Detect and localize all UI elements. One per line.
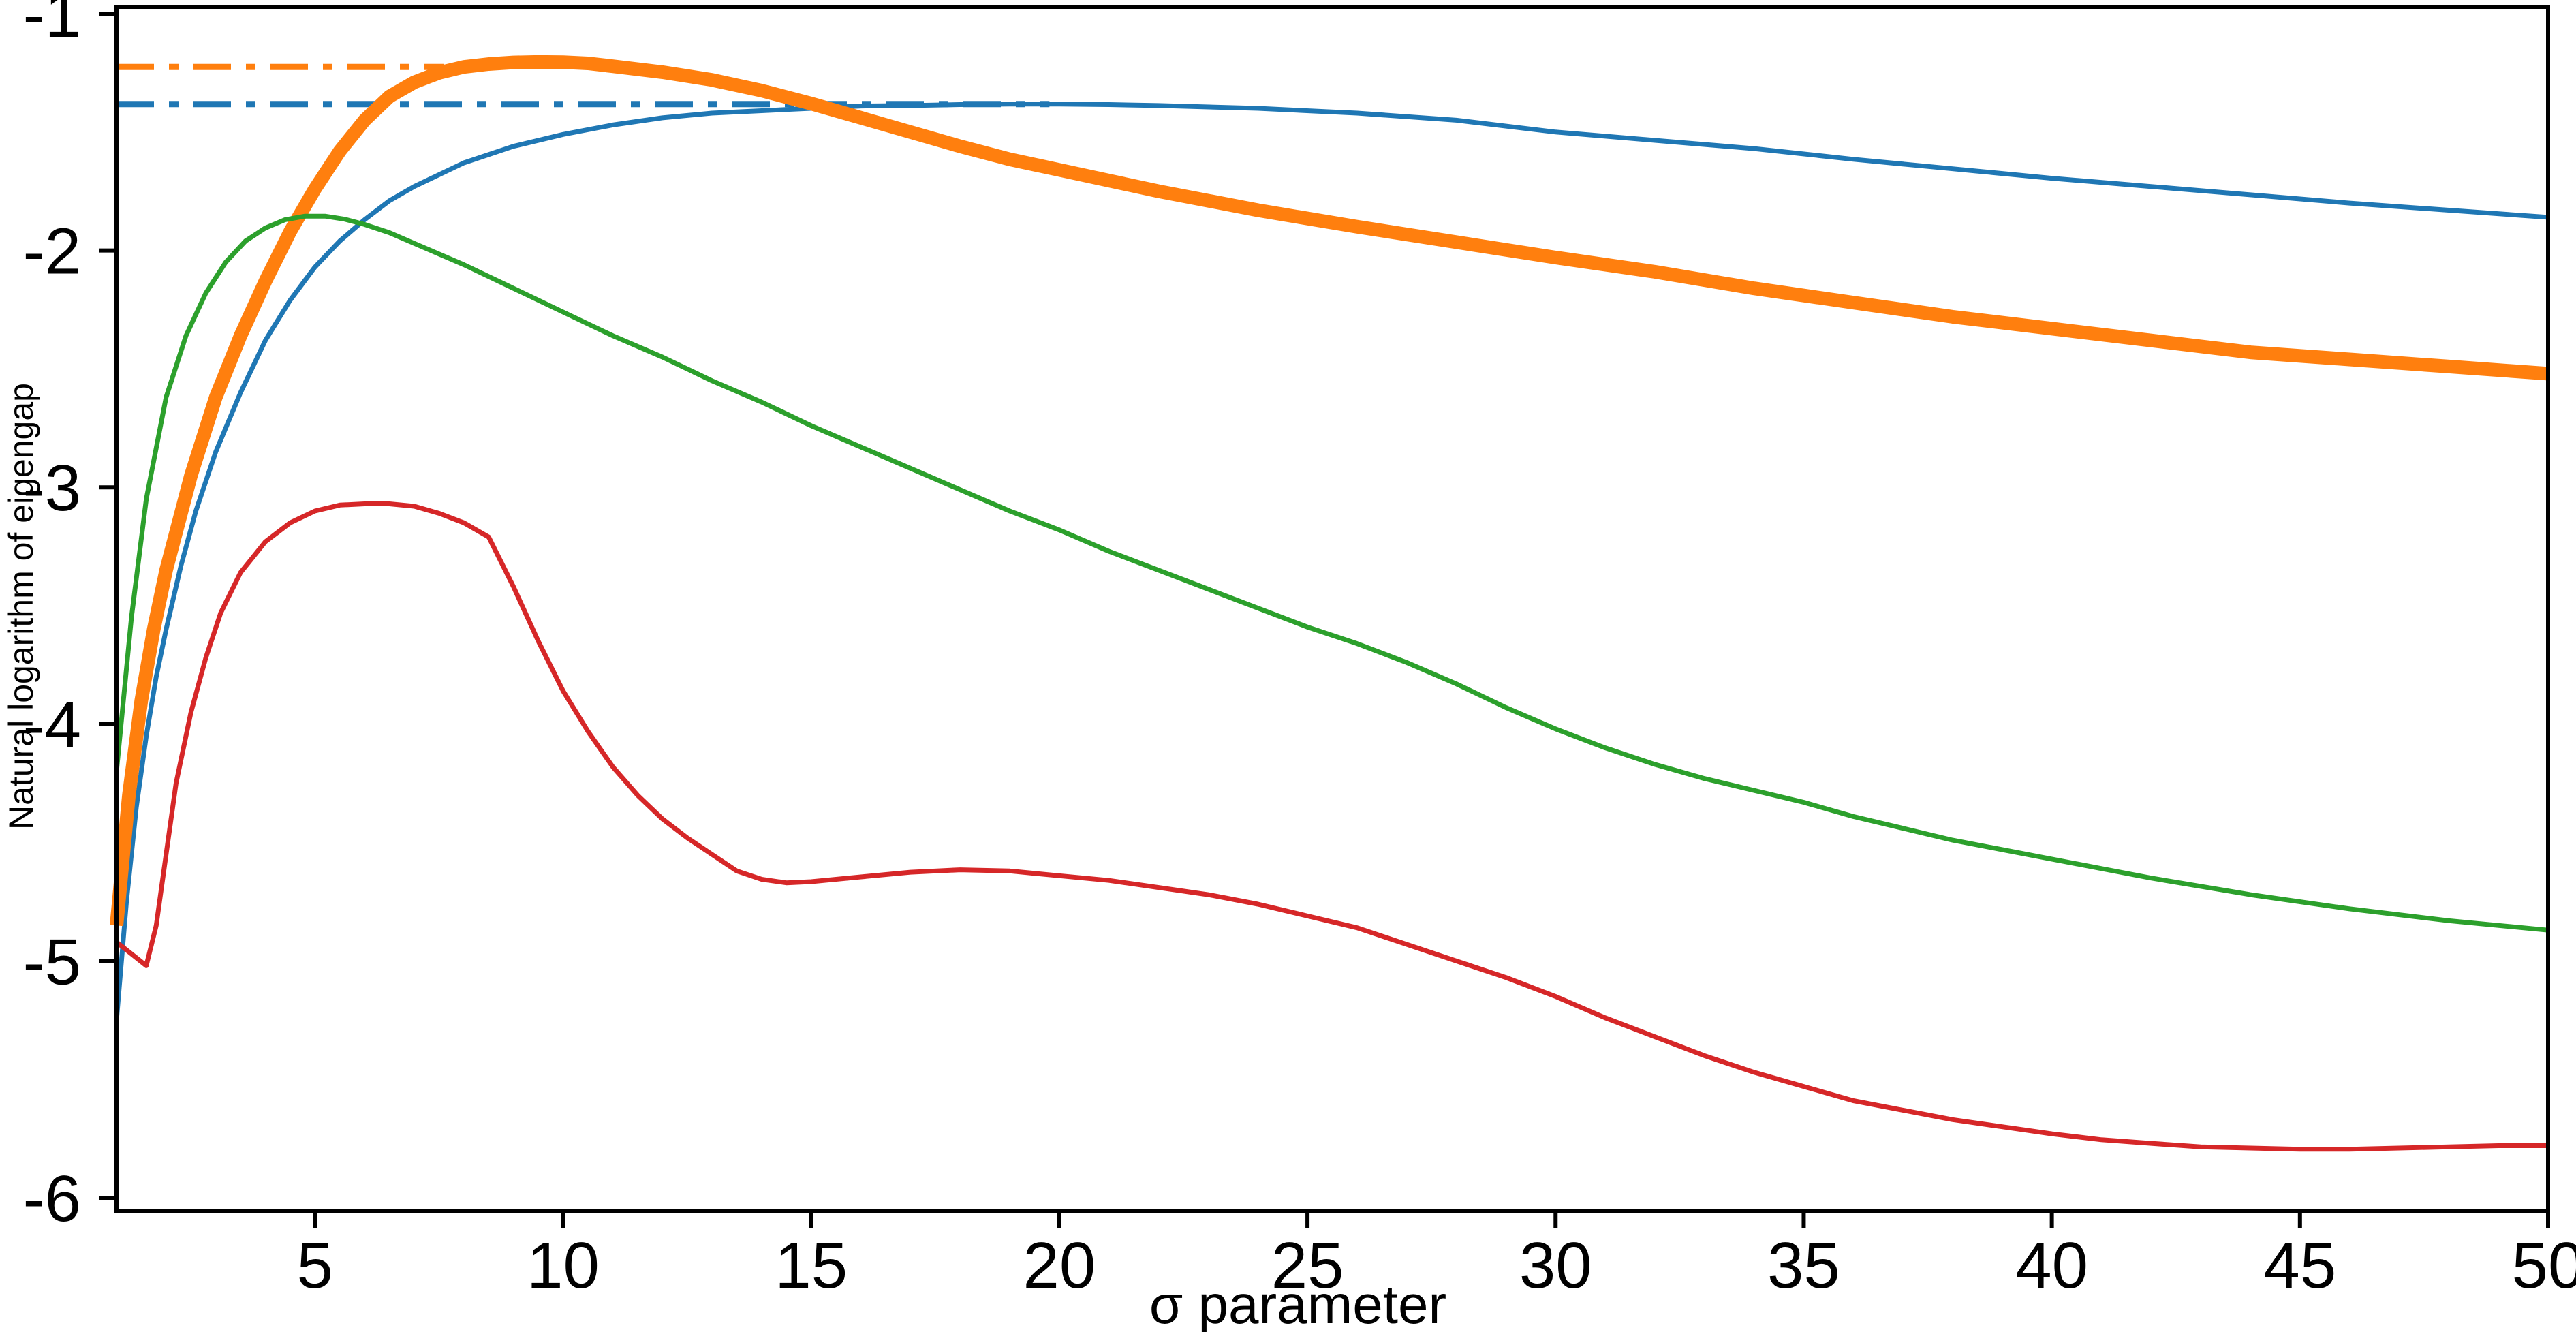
y-axis-label: Natural logarithm of eigengap (2, 383, 40, 830)
red-curve (114, 501, 2548, 1152)
reference-lines-layer (117, 63, 1050, 108)
green-curve (114, 213, 2549, 933)
y-tick-label: -3 (23, 452, 81, 525)
x-tick-label: 15 (775, 1229, 848, 1302)
x-tick-label: 30 (1519, 1229, 1592, 1302)
blue-curve (114, 102, 2549, 1021)
plot-frame (114, 5, 2550, 1213)
x-tick-label: 25 (1271, 1229, 1344, 1302)
y-tick-label: -5 (23, 925, 81, 998)
x-tick-label: 10 (527, 1229, 600, 1302)
x-tick-label: 40 (2015, 1229, 2088, 1302)
curves-layer (110, 55, 2549, 1152)
y-tick-label: -2 (23, 215, 81, 288)
y-tick-label: -4 (23, 689, 81, 762)
orange-curve (110, 55, 2549, 927)
y-tick-label: -1 (23, 0, 81, 51)
x-tick-label: 45 (2263, 1229, 2336, 1302)
y-tick-label: -6 (23, 1162, 81, 1235)
x-axis-label: σ parameter (1149, 1274, 1446, 1332)
x-tick-label: 20 (1023, 1229, 1096, 1302)
x-tick-label: 5 (297, 1229, 333, 1302)
x-tick-label: 35 (1767, 1229, 1840, 1302)
x-tick-label: 50 (2512, 1229, 2576, 1302)
ticks-layer: 5 10 15 20 25 30 35 40 45 50 -1 -2 -3 -4 -5 -6 (23, 0, 2576, 1302)
